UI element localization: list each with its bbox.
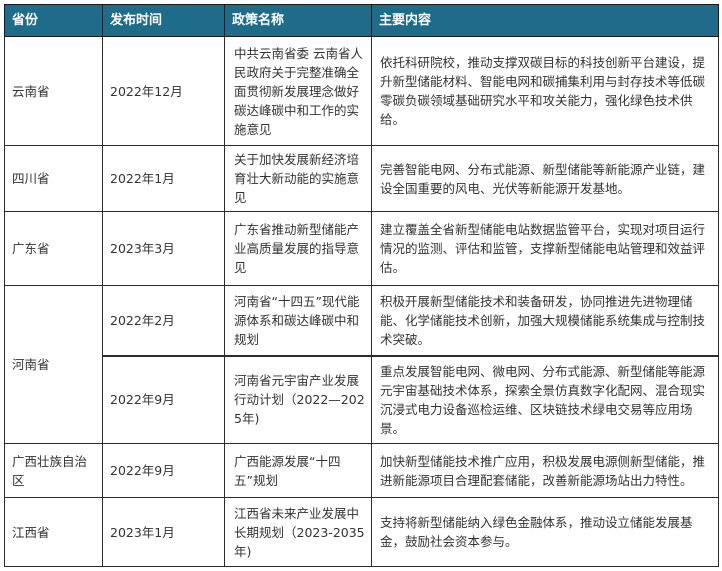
header-policy: 政策名称	[224, 4, 372, 37]
cell-date: 2022年12月	[102, 36, 225, 146]
table-row: 河南省 2022年2月 河南省“十四五”现代能源体系和碳达峰碳中和规划 积极开展…	[4, 285, 719, 444]
cell-policy: 中共云南省委 云南省人民政府关于完整准确全面贯彻新发展理念做好碳达峰碳中和工作的…	[224, 36, 372, 146]
table-row: 四川省 2022年1月 关于加快发展新经济培育壮大新动能的实施意见 完善智能电网…	[4, 145, 719, 212]
cell-province: 广西壮族自治区	[4, 443, 103, 498]
cell-content: 依托科研院校，推动支撑双碳目标的科技创新平台建设，提升新型储能材料、智能电网和碳…	[371, 36, 719, 146]
cell-date: 2022年9月	[102, 354, 225, 444]
cell-province: 四川省	[4, 145, 103, 212]
cell-date: 2023年3月	[102, 211, 225, 286]
cell-date: 2022年2月	[102, 285, 225, 356]
cell-province: 河南省	[4, 285, 103, 444]
cell-content: 加快新型储能技术推广应用，积极发展电源侧新型储能，推进新能源项目合理配套储能，改…	[371, 443, 719, 498]
table-row: 广东省 2023年3月 广东省推动新型储能产业高质量发展的指导意见 建立覆盖全省…	[4, 211, 719, 286]
cell-policy: 江西省未来产业发展中长期规划（2023-2035年)	[224, 497, 372, 567]
cell-policy: 河南省“十四五”现代能源体系和碳达峰碳中和规划	[224, 285, 372, 356]
cell-date: 2023年1月	[102, 497, 225, 567]
table-header-row: 省份 发布时间 政策名称 主要内容	[4, 4, 719, 37]
cell-policy: 关于加快发展新经济培育壮大新动能的实施意见	[224, 145, 372, 212]
cell-province: 江西省	[4, 497, 103, 567]
table-row: 云南省 2022年12月 中共云南省委 云南省人民政府关于完整准确全面贯彻新发展…	[4, 36, 719, 146]
header-province: 省份	[4, 4, 103, 37]
cell-content: 积极开展新型储能技术和装备研发，协同推进先进物理储能、化学储能技术创新，加强大规…	[371, 285, 719, 356]
cell-content: 重点发展智能电网、微电网、分布式能源、新型储能等能源元宇宙基础技术体系，探索全景…	[371, 354, 719, 444]
policy-table: 省份 发布时间 政策名称 主要内容 云南省 2022年12月 中共云南省委 云南…	[4, 4, 719, 567]
cell-province: 广东省	[4, 211, 103, 286]
header-content: 主要内容	[371, 4, 719, 37]
cell-policy: 广西能源发展“十四五”规划	[224, 443, 372, 498]
header-date: 发布时间	[102, 4, 225, 37]
cell-date: 2022年1月	[102, 145, 225, 212]
table-row: 江西省 2023年1月 江西省未来产业发展中长期规划（2023-2035年) 支…	[4, 497, 719, 567]
table-row: 广西壮族自治区 2022年9月 广西能源发展“十四五”规划 加快新型储能技术推广…	[4, 443, 719, 498]
cell-province: 云南省	[4, 36, 103, 146]
cell-policy: 河南省元宇宙产业发展行动计划（2022—2025年)	[224, 354, 372, 444]
cell-content: 支持将新型储能纳入绿色金融体系，推动设立储能发展基金，鼓励社会资本参与。	[371, 497, 719, 567]
table-row: 2022年9月 河南省元宇宙产业发展行动计划（2022—2025年) 重点发展智…	[5, 354, 719, 444]
cell-content: 建立覆盖全省新型储能电站数据监管平台，实现对项目运行情况的监测、评估和监管，支撑…	[371, 211, 719, 286]
cell-content: 完善智能电网、分布式能源、新型储能等新能源产业链，建设全国重要的风电、光伏等新能…	[371, 145, 719, 212]
cell-date: 2022年9月	[102, 443, 225, 498]
cell-policy: 广东省推动新型储能产业高质量发展的指导意见	[224, 211, 372, 286]
